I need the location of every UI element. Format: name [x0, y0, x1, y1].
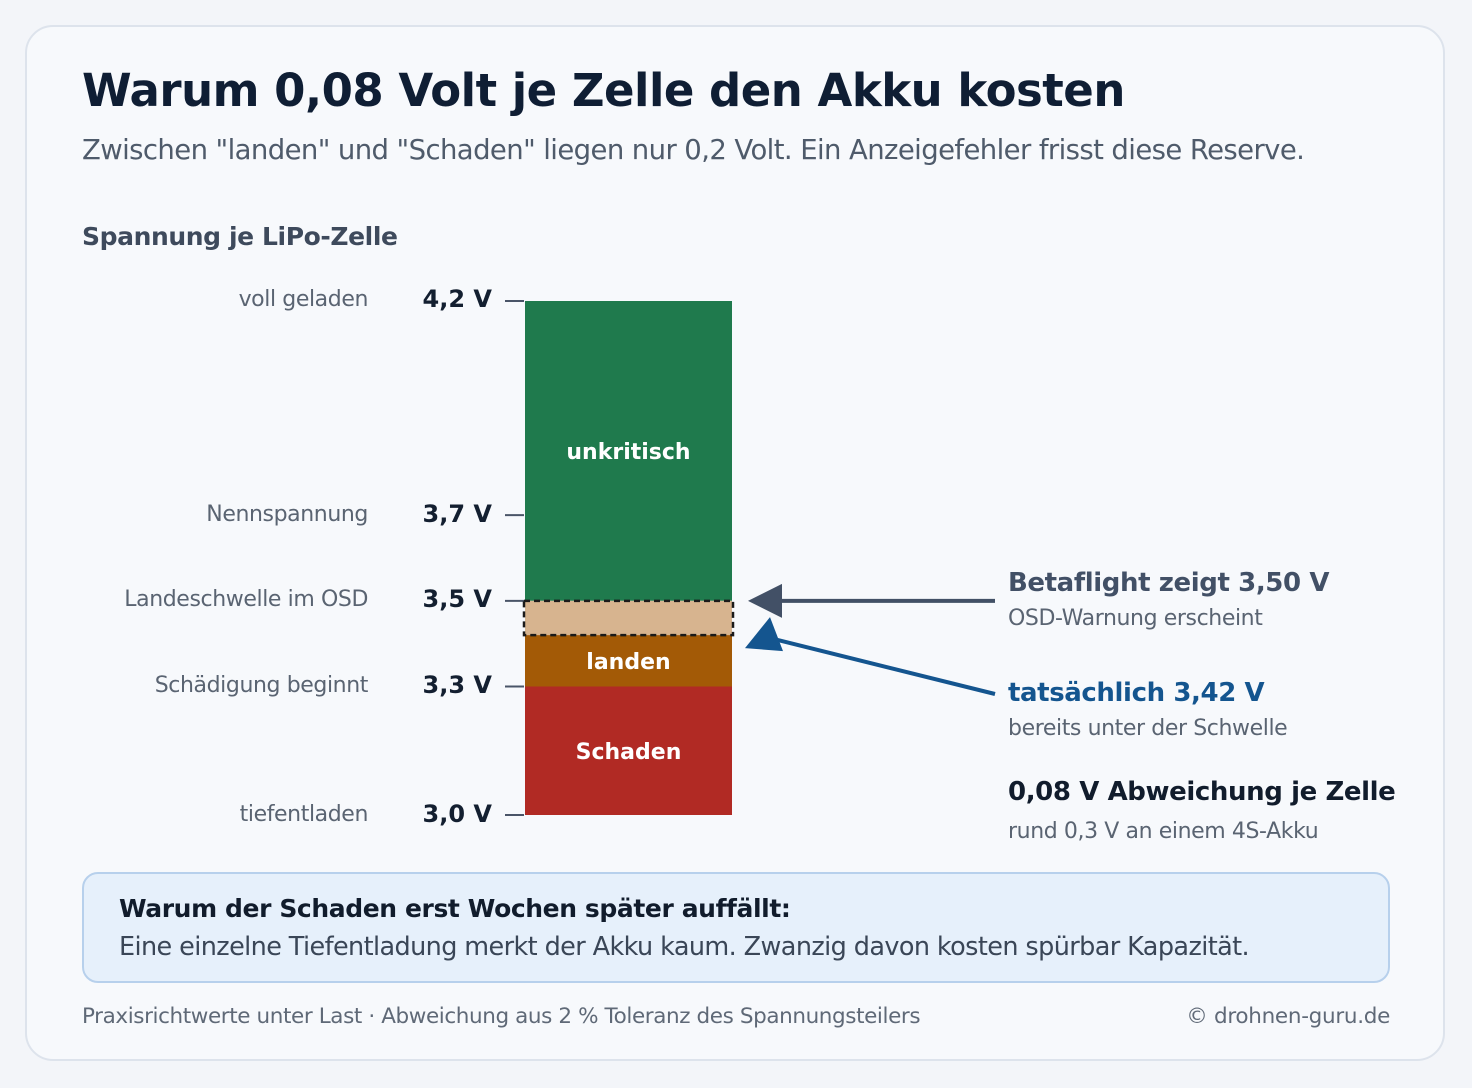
- level-desc-deep-discharge: tiefentladen: [239, 802, 369, 827]
- band-label-Schaden: Schaden: [576, 740, 682, 765]
- level-value-nominal: 3,7 V: [422, 500, 492, 528]
- band-landen: [525, 635, 732, 687]
- level-desc-full: voll geladen: [238, 287, 369, 312]
- footer-source-note: Praxisrichtwerte unter Last · Abweichung…: [82, 1004, 921, 1029]
- band-Schaden: [525, 686, 732, 815]
- band-label-landen: landen: [586, 650, 670, 675]
- info-note: Warum der Schaden erst Wochen später auf…: [82, 872, 1390, 983]
- level-value-damage-start: 3,3 V: [422, 671, 492, 699]
- annotation-shown-sub: OSD-Warnung erscheint: [1008, 606, 1263, 631]
- level-value-deep-discharge: 3,0 V: [422, 800, 492, 828]
- annotation-actual-sub: bereits unter der Schwelle: [1008, 716, 1288, 741]
- note-title: Warum der Schaden erst Wochen später auf…: [119, 894, 791, 923]
- level-value-osd-threshold: 3,5 V: [422, 585, 492, 613]
- note-text: Eine einzelne Tiefentladung merkt der Ak…: [119, 932, 1250, 962]
- section-label: Spannung je LiPo-Zelle: [82, 222, 398, 251]
- arrow-actual-head: [745, 617, 783, 652]
- arrow-shown-head: [748, 583, 782, 618]
- page-subtitle: Zwischen "landen" und "Schaden" liegen n…: [82, 134, 1305, 166]
- annotation-shown-title: Betaflight zeigt 3,50 V: [1008, 568, 1330, 598]
- band-unkritisch: [525, 301, 732, 601]
- error-margin-outline: [522, 599, 735, 637]
- level-desc-nominal: Nennspannung: [206, 502, 368, 527]
- band-error-margin: [525, 600, 732, 636]
- level-value-full: 4,2 V: [422, 285, 492, 313]
- page-title: Warum 0,08 Volt je Zelle den Akku kosten: [82, 64, 1125, 117]
- arrow-actual-line: [769, 636, 996, 696]
- level-desc-osd-threshold: Landeschwelle im OSD: [124, 587, 368, 612]
- annotation-actual-title: tatsächlich 3,42 V: [1008, 678, 1265, 708]
- level-desc-damage-start: Schädigung beginnt: [154, 673, 369, 698]
- footer-copyright: © drohnen-guru.de: [1186, 1004, 1390, 1029]
- annotation-deviation-sub: rund 0,3 V an einem 4S-Akku: [1008, 819, 1319, 844]
- annotation-deviation-title: 0,08 V Abweichung je Zelle: [1008, 777, 1396, 807]
- band-label-unkritisch: unkritisch: [566, 440, 690, 465]
